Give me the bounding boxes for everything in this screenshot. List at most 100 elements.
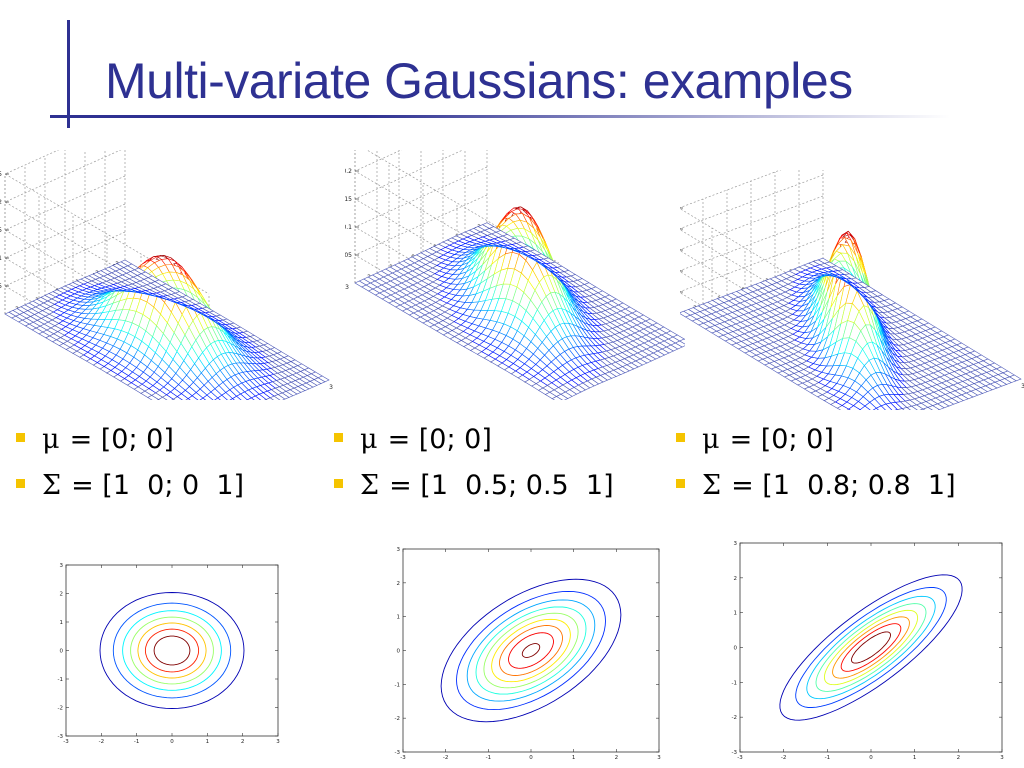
y-tick-label: 3 bbox=[397, 547, 401, 553]
y-tick-label: -2 bbox=[58, 706, 63, 712]
x-tick-label: 0 bbox=[170, 739, 174, 745]
mean-value: = [0; 0] bbox=[387, 424, 492, 455]
title-accent-bar bbox=[67, 20, 70, 128]
contour-line bbox=[521, 643, 541, 658]
x-tick-label: -2 bbox=[443, 755, 448, 761]
covariance-value: = [1 0; 0 1] bbox=[71, 470, 245, 501]
y-tick-label: -1 bbox=[58, 677, 63, 683]
surface-patch bbox=[317, 375, 330, 383]
x-tick-label: -3 bbox=[737, 755, 743, 761]
contour-line bbox=[815, 603, 927, 692]
contour-line bbox=[483, 612, 579, 689]
y-tick-label: -1 bbox=[732, 680, 737, 686]
covariance-bullet: Σ = [1 0.8; 0.8 1] bbox=[676, 470, 956, 516]
surface-patch bbox=[875, 405, 886, 410]
bullet-marker bbox=[16, 479, 25, 488]
contour-line bbox=[832, 616, 910, 679]
y-tick-label: 0 bbox=[734, 646, 738, 652]
surface-patch bbox=[246, 397, 255, 400]
y-tick-label: -2 bbox=[732, 715, 737, 721]
covariance-bullet: Σ = [1 0; 0 1] bbox=[16, 470, 245, 516]
contour-line bbox=[508, 632, 554, 669]
x-tick-label: 3 bbox=[657, 755, 661, 761]
z-tick-label: 0.05 bbox=[0, 283, 2, 290]
covariance-bullet: Σ = [1 0.5; 0.5 1] bbox=[334, 470, 614, 516]
contour-plot-3: -3 -2 -1 0 1 2 3 3 2 1 0 -1 -2 -3 bbox=[732, 541, 1005, 761]
x-tick-label: -1 bbox=[825, 755, 830, 761]
y-tick-label: 2 bbox=[60, 592, 64, 598]
surface-patch bbox=[265, 397, 274, 400]
contour-line bbox=[491, 618, 571, 683]
y-tick-label: 2 bbox=[734, 576, 738, 582]
mean-bullet: μ = [0; 0] bbox=[16, 424, 244, 470]
z-tick-label: 0.1 bbox=[0, 255, 2, 262]
surface-patch bbox=[229, 398, 235, 400]
y-tick-label: -3 bbox=[58, 734, 64, 740]
surface-patch bbox=[919, 408, 926, 410]
plot-frame bbox=[739, 542, 1003, 753]
slide-title: Multi-variate Gaussians: examples bbox=[105, 53, 853, 109]
plot-frame bbox=[402, 548, 660, 753]
y-tick-label: 1 bbox=[60, 620, 64, 626]
y-tick-label: 3 bbox=[345, 284, 349, 291]
z-tick-label: 0.05 bbox=[345, 252, 352, 259]
back-wall-gridline bbox=[4, 150, 210, 295]
contour-line bbox=[112, 602, 232, 699]
contour-line bbox=[144, 628, 200, 673]
surface-mesh bbox=[354, 206, 685, 400]
y-tick-label: 1 bbox=[397, 615, 401, 621]
y-tick-label: 0 bbox=[397, 649, 401, 655]
surface-mesh bbox=[4, 255, 330, 400]
bullet-marker bbox=[334, 479, 343, 488]
params-list-2: μ = [0; 0] Σ = [1 0.5; 0.5 1] bbox=[334, 424, 614, 516]
params-list-1: μ = [0; 0] Σ = [1 0; 0 1] bbox=[16, 424, 245, 516]
contour-line bbox=[153, 635, 191, 666]
x-tick-label: 1 bbox=[206, 739, 210, 745]
contour-line bbox=[795, 587, 947, 708]
surface-patch bbox=[872, 407, 879, 410]
surface-patch bbox=[679, 338, 685, 345]
y-tick-label: 1 bbox=[734, 611, 738, 617]
y-tick-label: -3 bbox=[395, 750, 401, 756]
x-tick-label: 2 bbox=[957, 755, 961, 761]
surface-patch bbox=[199, 397, 207, 400]
surface-mesh bbox=[680, 230, 1022, 410]
surface-patch bbox=[158, 396, 168, 400]
x-tick-label: 3 bbox=[329, 384, 333, 391]
bullet-marker bbox=[676, 433, 685, 442]
z-tick-label: 0.1 bbox=[345, 224, 352, 231]
x-tick-label: 1 bbox=[572, 755, 576, 761]
title-underline bbox=[50, 115, 950, 118]
y-tick-label: 3 bbox=[734, 541, 738, 547]
surface-patch bbox=[922, 407, 933, 410]
y-tick-label: -2 bbox=[395, 716, 400, 722]
bullet-marker bbox=[676, 479, 685, 488]
contour-line bbox=[122, 610, 222, 691]
x-tick-label: -3 bbox=[63, 739, 69, 745]
plot-frame bbox=[65, 564, 279, 737]
contour-line bbox=[851, 631, 891, 664]
surface-patch bbox=[1008, 374, 1022, 382]
z-tick-label: 0.15 bbox=[0, 227, 2, 234]
contour-plot-2: -3 -2 -1 0 1 2 3 3 2 1 0 -1 -2 -3 bbox=[395, 547, 662, 761]
sigma-symbol: Σ bbox=[42, 470, 62, 501]
y-tick-label: -1 bbox=[395, 682, 400, 688]
contour-line bbox=[475, 606, 587, 695]
bullet-marker bbox=[334, 433, 343, 442]
contour-line bbox=[466, 599, 596, 702]
x-tick-label: -3 bbox=[400, 755, 406, 761]
y-tick-label: 0 bbox=[60, 649, 64, 655]
surface-patch bbox=[214, 397, 221, 400]
contour-line bbox=[779, 574, 963, 721]
y-tick-label: 2 bbox=[397, 581, 401, 587]
mean-value: = [0; 0] bbox=[729, 424, 834, 455]
x-tick-label: 2 bbox=[241, 739, 245, 745]
contour-plot-1: -3 -2 -1 0 1 2 3 3 2 1 0 -1 -2 -3 bbox=[58, 563, 281, 745]
contour-line bbox=[823, 609, 919, 686]
surface-patch bbox=[901, 407, 911, 410]
contour-line bbox=[99, 592, 245, 709]
